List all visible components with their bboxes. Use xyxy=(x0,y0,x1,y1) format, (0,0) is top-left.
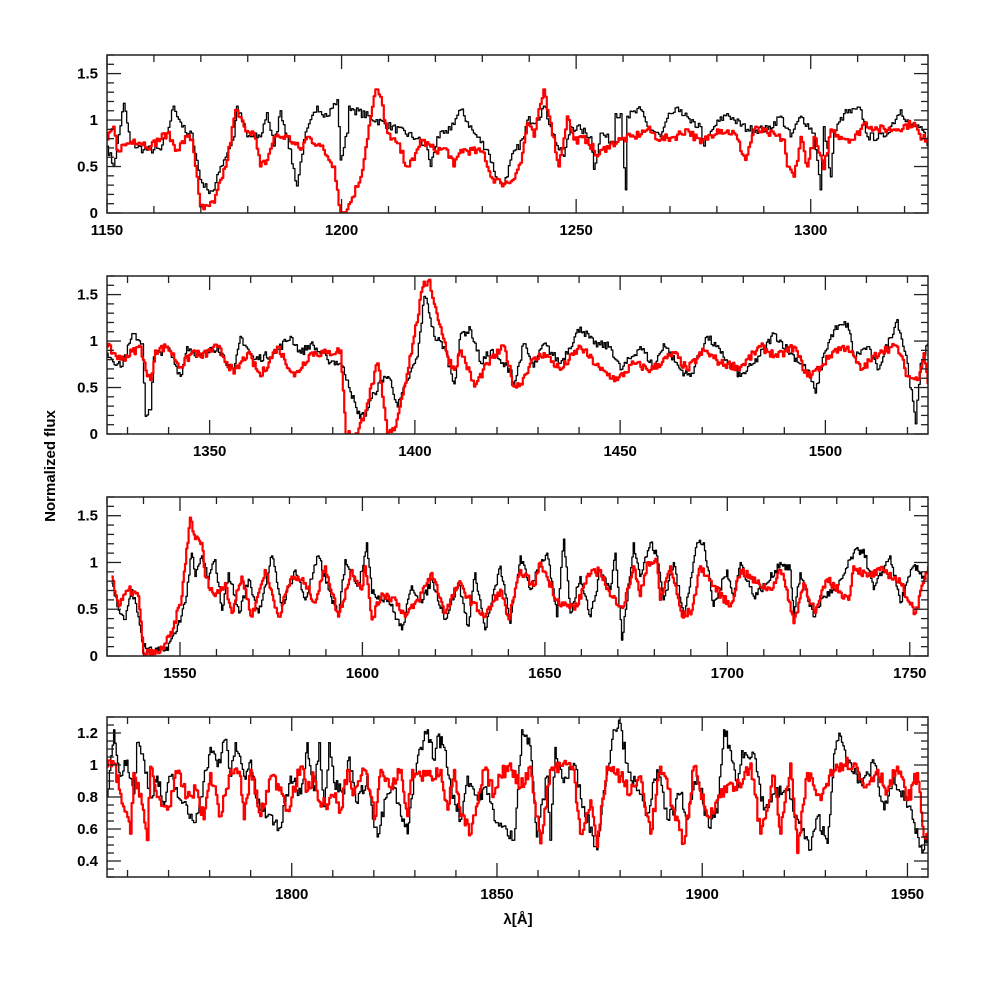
y-tick-label: 1.5 xyxy=(77,508,98,525)
observed-spectrum-line xyxy=(107,295,928,425)
panel-4: 1800 1850 1900 1950 0.4 0.6 0.8 1 1.2 xyxy=(77,716,929,903)
y-tick-label: 0 xyxy=(90,426,98,443)
y-tick-label: 1 xyxy=(90,333,98,350)
x-tick-label: 1700 xyxy=(711,665,744,682)
x-tick-label: 1400 xyxy=(398,443,431,460)
y-tick-label: 0.5 xyxy=(77,601,98,618)
panel-frame xyxy=(106,54,929,214)
panel-3: 1550 1600 1650 1700 1750 0 0.5 1 1.5 xyxy=(77,496,929,682)
panel-2: 1350 1400 1450 1500 0 0.5 1 1.5 xyxy=(77,275,929,460)
y-tick-label: 0.6 xyxy=(77,821,98,838)
x-tick-label: 1150 xyxy=(91,222,124,239)
observed-spectrum-line xyxy=(111,538,928,654)
y-tick-label: 1 xyxy=(90,554,98,571)
x-tick-label: 1550 xyxy=(163,665,196,682)
y-tick-label: 0 xyxy=(90,205,98,222)
x-tick-label: 1250 xyxy=(559,222,592,239)
x-tick-label: 1500 xyxy=(809,443,842,460)
y-tick-label: 0.4 xyxy=(77,853,99,870)
model-spectrum-line xyxy=(107,278,928,434)
x-tick-label: 1750 xyxy=(893,665,926,682)
y-tick-label: 1 xyxy=(90,757,98,774)
y-tick-label: 0.8 xyxy=(77,789,98,806)
panel-frame xyxy=(106,496,929,657)
model-spectrum-line xyxy=(111,516,928,656)
panel-1: 1150 1200 1250 1300 0 0.5 1 1.5 xyxy=(77,54,929,239)
x-tick-label: 1200 xyxy=(325,222,358,239)
observed-spectrum-line xyxy=(107,719,928,854)
model-spectrum-line xyxy=(107,88,928,213)
y-tick-label: 1.5 xyxy=(77,287,98,304)
y-tick-label: 1.5 xyxy=(77,66,98,83)
x-axis-title: λ[Å] xyxy=(503,911,532,928)
x-tick-label: 1850 xyxy=(480,886,513,903)
x-tick-label: 1900 xyxy=(686,886,719,903)
x-tick-label: 1450 xyxy=(603,443,636,460)
y-tick-label: 0.5 xyxy=(77,159,98,176)
y-axis-title: Normalized flux xyxy=(42,409,59,521)
y-tick-label: 1.2 xyxy=(77,725,98,742)
x-tick-label: 1950 xyxy=(891,886,924,903)
panel-frame xyxy=(106,275,929,435)
y-tick-label: 0 xyxy=(90,648,98,665)
model-spectrum-line xyxy=(107,756,928,855)
x-tick-label: 1650 xyxy=(528,665,561,682)
x-tick-label: 1800 xyxy=(275,886,308,903)
y-tick-label: 0.5 xyxy=(77,380,98,397)
x-tick-label: 1350 xyxy=(193,443,226,460)
y-tick-label: 1 xyxy=(90,112,98,129)
panels: 1150 1200 1250 1300 0 0.5 1 1.5 1350 1400 1450 1500… xyxy=(77,54,929,903)
x-tick-label: 1300 xyxy=(794,222,827,239)
x-tick-label: 1600 xyxy=(346,665,379,682)
